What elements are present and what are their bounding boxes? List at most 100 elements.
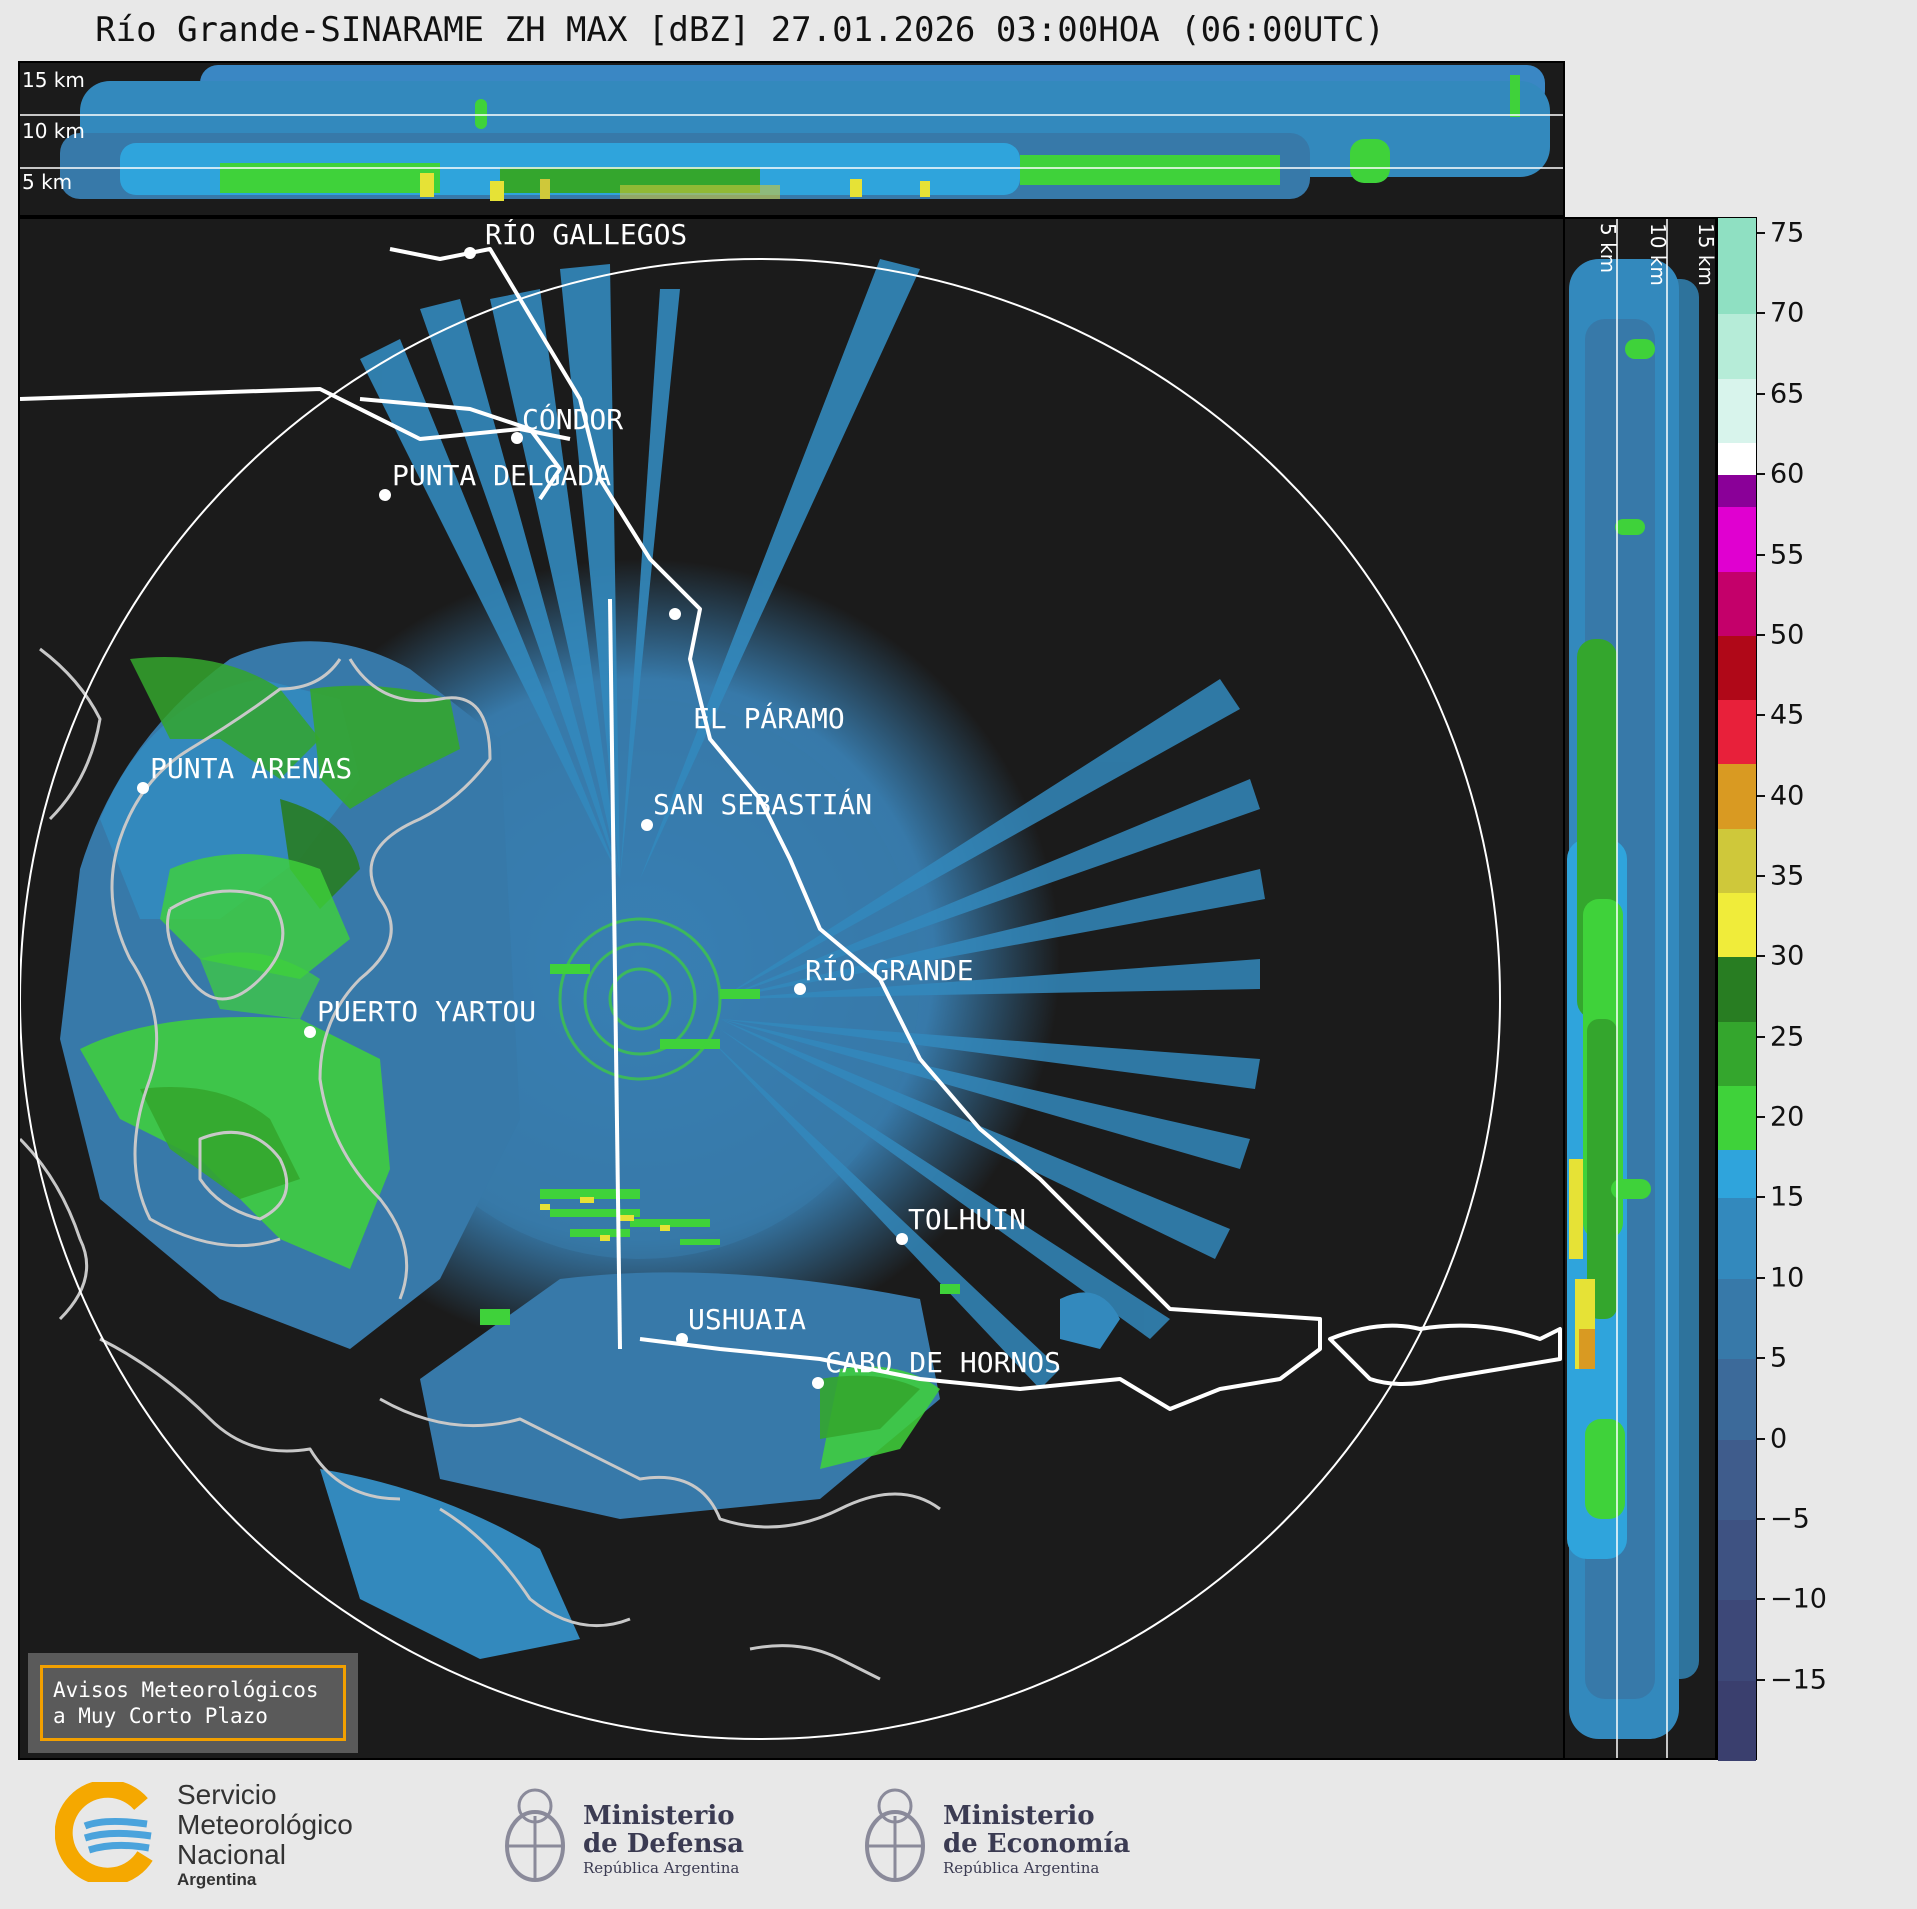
colorbar-tick-label: 70 xyxy=(1770,297,1805,329)
smn-emblem-icon xyxy=(55,1782,153,1882)
marker-rio-gallegos xyxy=(464,247,476,259)
warning-box-frame: Avisos Meteorológicos a Muy Corto Plazo xyxy=(40,1665,346,1741)
colorbar-band xyxy=(1718,1359,1756,1440)
colorbar-tick-label: −5 xyxy=(1770,1503,1810,1535)
defensa-line1: Ministerio xyxy=(583,1801,735,1831)
colorbar-band xyxy=(1718,893,1756,958)
colorbar-tick xyxy=(1757,714,1765,717)
colorbar-tick-label: 40 xyxy=(1770,780,1805,812)
range-ring xyxy=(20,258,1501,1740)
label-cabo-de-hornos: CABO DE HORNOS xyxy=(825,1346,1061,1379)
colorbar-tick-label: 0 xyxy=(1770,1423,1788,1455)
colorbar-band xyxy=(1718,1021,1756,1086)
colorbar-tick xyxy=(1757,312,1765,315)
warning-line2: a Muy Corto Plazo xyxy=(53,1704,268,1728)
colorbar-tick xyxy=(1757,1517,1765,1520)
marker-punta-delgada xyxy=(379,489,391,501)
colorbar-tick-label: 20 xyxy=(1770,1101,1805,1133)
smn-line4: Argentina xyxy=(177,1870,257,1889)
right-10km-label: 10 km xyxy=(1646,223,1670,286)
colorbar-tick-label: 10 xyxy=(1770,1262,1805,1294)
marker-tolhuin xyxy=(896,1233,908,1245)
smn-line2: Meteorológico xyxy=(177,1809,353,1840)
label-el-paramo: EL PÁRAMO xyxy=(693,701,845,735)
economia-logo: Ministerio de Economía República Argenti… xyxy=(855,1780,1135,1890)
warning-line1: Avisos Meteorológicos xyxy=(53,1678,319,1702)
economia-line3: República Argentina xyxy=(943,1859,1100,1877)
right-section-echoes xyxy=(1567,259,1699,1739)
coat-of-arms-icon xyxy=(505,1788,565,1882)
right-5km-label: 5 km xyxy=(1596,223,1620,273)
colorbar-tick-label: 50 xyxy=(1770,619,1805,651)
smn-logo: Servicio Meteorológico Nacional Argentin… xyxy=(55,1780,395,1890)
right-15km-label: 15 km xyxy=(1694,223,1717,286)
colorbar-tick-label: 25 xyxy=(1770,1021,1805,1053)
colorbar-tick-label: 35 xyxy=(1770,860,1805,892)
colorbar-tick xyxy=(1757,633,1765,636)
economia-line1: Ministerio xyxy=(943,1801,1095,1831)
colorbar-band xyxy=(1718,635,1756,701)
top-5km-label: 5 km xyxy=(22,170,72,194)
colorbar-band xyxy=(1718,700,1756,765)
colorbar-tick-label: 55 xyxy=(1770,539,1805,571)
borders xyxy=(20,247,1562,1411)
defensa-line2: de Defensa xyxy=(583,1829,744,1859)
label-puerto-yartou: PUERTO YARTOU xyxy=(317,995,536,1028)
marker-san-sebastian xyxy=(641,819,653,831)
top-15km-label: 15 km xyxy=(22,68,85,92)
defensa-line3: República Argentina xyxy=(583,1859,740,1877)
colorbar-tick-label: 15 xyxy=(1770,1181,1805,1213)
colorbar-band xyxy=(1718,1600,1756,1681)
colorbar-tick-label: 60 xyxy=(1770,458,1805,490)
colorbar-band xyxy=(1718,1198,1756,1279)
label-rio-grande: RÍO GRANDE xyxy=(805,953,974,987)
colorbar-band xyxy=(1718,957,1756,1022)
right-height-section: 5 km 10 km 15 km xyxy=(1563,217,1717,1760)
colorbar-tick-label: −15 xyxy=(1770,1664,1827,1696)
colorbar-tick-label: 65 xyxy=(1770,378,1805,410)
city-labels: RÍO GALLEGOS CÓNDOR PUNTA DELGADA EL PÁR… xyxy=(150,219,1061,1379)
colorbar-band xyxy=(1718,507,1756,572)
defensa-logo: Ministerio de Defensa República Argentin… xyxy=(495,1780,755,1890)
colorbar-tick xyxy=(1757,1678,1765,1681)
colorbar-tick xyxy=(1757,794,1765,797)
colorbar-band xyxy=(1718,571,1756,636)
colorbar-band xyxy=(1718,828,1756,894)
warning-box: Avisos Meteorológicos a Muy Corto Plazo xyxy=(28,1653,358,1753)
label-punta-delgada: PUNTA DELGADA xyxy=(392,459,611,492)
smn-line1: Servicio xyxy=(177,1779,277,1810)
radar-map: RÍO GALLEGOS CÓNDOR PUNTA DELGADA EL PÁR… xyxy=(18,217,1565,1760)
colorbar xyxy=(1717,217,1757,1761)
colorbar-tick xyxy=(1757,1276,1765,1279)
colorbar-tick xyxy=(1757,1196,1765,1199)
colorbar-band xyxy=(1718,1085,1756,1151)
colorbar-band xyxy=(1718,1439,1756,1520)
smn-line3: Nacional xyxy=(177,1839,286,1870)
coastlines xyxy=(20,647,941,1681)
colorbar-tick xyxy=(1757,1116,1765,1119)
colorbar-tick xyxy=(1757,1437,1765,1440)
colorbar-tick xyxy=(1757,473,1765,476)
colorbar-band xyxy=(1718,1278,1756,1360)
top-10km-label: 10 km xyxy=(22,119,85,143)
colorbar-tick xyxy=(1757,553,1765,556)
city-markers xyxy=(137,247,908,1389)
coat-of-arms-icon xyxy=(865,1788,925,1882)
label-rio-gallegos: RÍO GALLEGOS xyxy=(485,219,687,251)
colorbar-tick xyxy=(1757,392,1765,395)
marker-el-paramo xyxy=(669,608,681,620)
map-title: Río Grande-SINARAME ZH MAX [dBZ] 27.01.2… xyxy=(95,10,1385,50)
radar-echoes xyxy=(60,259,1265,1659)
colorbar-band xyxy=(1718,218,1756,315)
colorbar-tick xyxy=(1757,1035,1765,1038)
colorbar-tick xyxy=(1757,955,1765,958)
label-condor: CÓNDOR xyxy=(522,402,623,436)
colorbar-tick-label: 30 xyxy=(1770,940,1805,972)
colorbar-tick xyxy=(1757,1598,1765,1601)
colorbar-band xyxy=(1718,475,1756,508)
label-san-sebastian: SAN SEBASTIÁN xyxy=(653,787,872,821)
top-height-section: 15 km 10 km 5 km xyxy=(18,61,1565,217)
colorbar-band xyxy=(1718,1680,1756,1761)
colorbar-tick-label: 5 xyxy=(1770,1342,1788,1374)
label-punta-arenas: PUNTA ARENAS xyxy=(150,752,352,785)
